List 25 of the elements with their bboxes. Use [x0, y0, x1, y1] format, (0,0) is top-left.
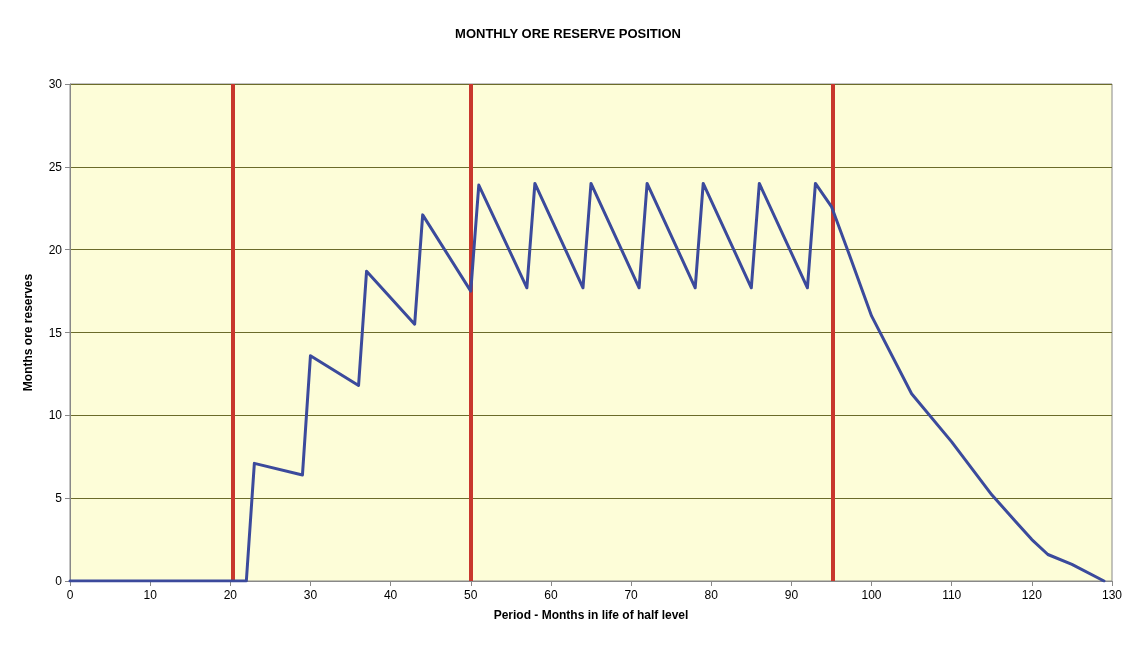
- x-tick-label: 10: [143, 588, 158, 602]
- x-axis-title: Period - Months in life of half level: [493, 608, 689, 622]
- y-tick-label: 15: [48, 325, 63, 340]
- x-tick-label: 60: [544, 588, 558, 602]
- y-tick-label: 20: [48, 242, 63, 257]
- x-tick-label: 30: [303, 588, 318, 602]
- y-tick-label: 5: [55, 491, 63, 506]
- x-tick-label: 100: [861, 588, 882, 602]
- x-tick-label: 70: [624, 588, 639, 602]
- y-axis-title: Months ore reserves: [21, 273, 35, 392]
- y-tick-label: 30: [48, 77, 63, 91]
- x-tick-label: 90: [784, 588, 799, 602]
- x-tick-label: 120: [1021, 588, 1043, 602]
- x-tick-label: 20: [223, 588, 238, 602]
- y-tick-label: 25: [48, 159, 63, 174]
- y-tick-label: 10: [48, 408, 63, 423]
- chart-title: MONTHLY ORE RESERVE POSITION: [455, 26, 681, 41]
- x-tick-label: 40: [383, 588, 398, 602]
- x-tick-label: 50: [464, 588, 478, 602]
- x-tick-label: 110: [942, 588, 962, 602]
- x-tick-label: 0: [66, 588, 74, 602]
- x-tick-label: 80: [704, 588, 719, 602]
- y-tick-label: 0: [55, 574, 63, 588]
- x-tick-label: 130: [1101, 588, 1123, 602]
- line-series: [68, 181, 1106, 583]
